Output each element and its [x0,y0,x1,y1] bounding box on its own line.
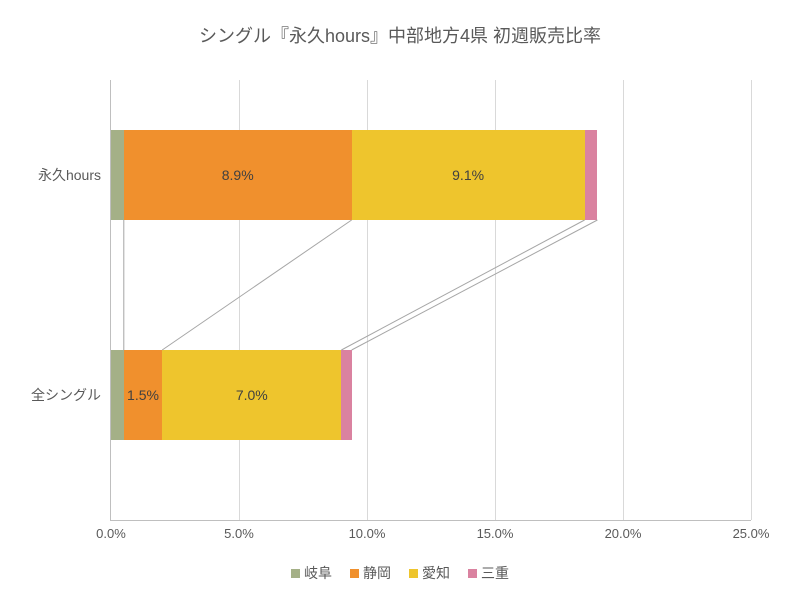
y-axis-label: 全シングル [31,350,111,440]
gridline [751,80,752,520]
bar-segment-aichi [162,350,341,440]
x-tick-label: 10.0% [349,520,386,541]
legend-item-mie: 三重 [468,563,509,583]
legend-item-gifu: 岐阜 [291,563,332,583]
x-tick-label: 25.0% [733,520,770,541]
bar-segment-gifu [111,350,124,440]
x-tick-label: 5.0% [224,520,254,541]
legend-label: 岐阜 [304,563,332,583]
legend-label: 静岡 [363,563,391,583]
bar-segment-gifu [111,130,124,220]
legend-item-aichi: 愛知 [409,563,450,583]
bar-segment-mie [341,350,351,440]
legend-swatch [350,569,359,578]
legend-item-shizuoka: 静岡 [350,563,391,583]
x-tick-label: 0.0% [96,520,126,541]
legend-label: 三重 [481,563,509,583]
legend-swatch [291,569,300,578]
bar-segment-aichi [352,130,585,220]
bar-segment-mie [585,130,598,220]
legend: 岐阜 静岡 愛知 三重 [0,563,800,583]
x-tick-label: 15.0% [477,520,514,541]
bar-segment-shizuoka [124,350,162,440]
gridline [623,80,624,520]
chart-title: シングル『永久hours』中部地方4県 初週販売比率 [0,22,800,48]
x-tick-label: 20.0% [605,520,642,541]
plot-area: 0.0%5.0%10.0%15.0%20.0%25.0%永久hours8.9%9… [110,80,751,521]
y-axis-label: 永久hours [38,130,111,220]
bar-segment-shizuoka [124,130,352,220]
chart-root: シングル『永久hours』中部地方4県 初週販売比率 0.0%5.0%10.0%… [0,0,800,595]
legend-label: 愛知 [422,563,450,583]
legend-swatch [409,569,418,578]
legend-swatch [468,569,477,578]
